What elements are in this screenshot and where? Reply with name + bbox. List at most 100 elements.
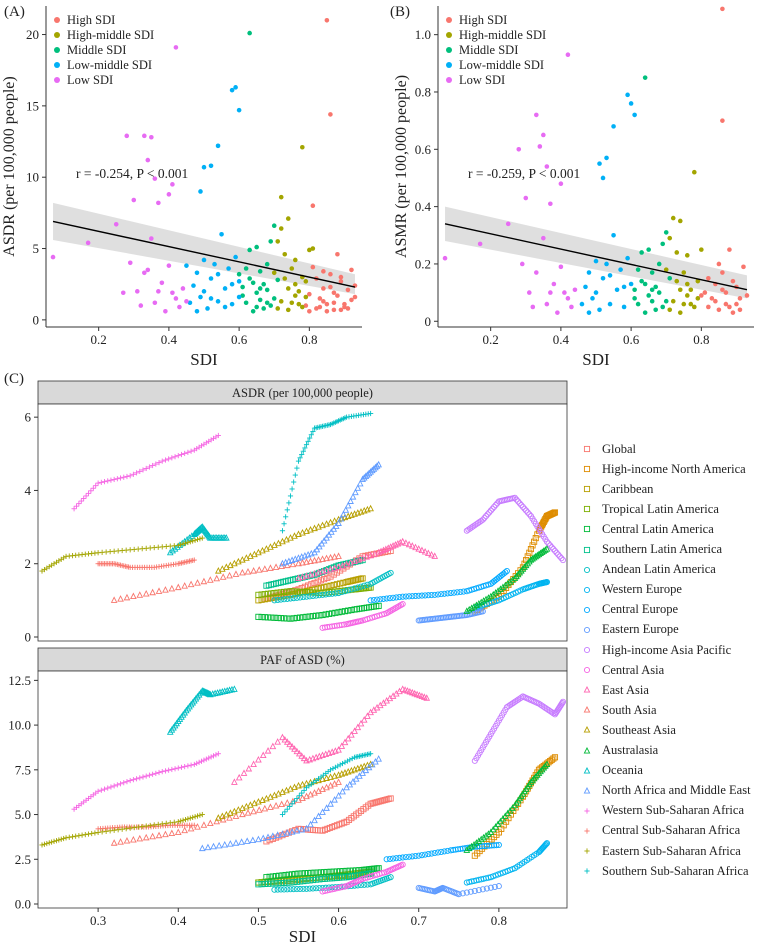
marker-south-asia [261,804,269,812]
point-high-sdi [345,306,351,311]
marker-east-asia [341,738,349,746]
marker-east-asia [359,554,366,562]
marker-north-africa-and-middle-east [354,484,362,491]
marker-east-asia [418,546,426,554]
point-low-sdi [523,195,529,201]
marker-central-latin-america [276,872,283,879]
point-middle-sdi [660,304,666,310]
marker-south-asia [267,564,274,571]
legend-label-low-middle-sdi: Low-middle SDI [459,58,544,72]
marker-southern-latin-america [303,877,310,884]
point-low-middle-sdi [604,155,609,161]
legend-marker-icon [584,808,590,814]
point-high-sdi [338,274,344,280]
legend-marker-icon [583,466,591,473]
point-low-middle-sdi [233,85,238,90]
point-high-middle-sdi [681,301,687,307]
marker-eastern-europe [463,889,470,896]
marker-south-asia [267,803,274,810]
y-tick-label: 0 [425,314,432,329]
marker-andean-latin-america [281,596,288,603]
point-high-sdi [723,290,729,295]
x-tick-label: 0.7 [411,913,428,928]
marker-north-africa-and-middle-east [311,816,318,824]
point-low-middle-sdi [597,307,602,313]
marker-andean-latin-america [300,885,307,892]
marker-global [308,581,315,588]
point-low-middle-sdi [201,257,207,263]
point-low-sdi [142,133,147,139]
marker-south-asia [130,835,137,843]
marker-south-asia [307,557,314,565]
legend-label-middle-sdi: Middle SDI [459,43,518,57]
marker-andean-latin-america [290,886,297,893]
point-low-middle-sdi [586,270,592,275]
point-middle-sdi [243,300,249,306]
marker-south-asia [123,837,131,844]
marker-central-europe [441,590,448,597]
point-high-sdi [338,279,344,284]
marker-australasia [522,561,530,569]
point-middle-sdi [649,287,655,293]
marker-east-asia [245,764,253,772]
marker-oceania [182,706,190,714]
marker-high-income-north-america [551,754,559,761]
point-high-middle-sdi [677,218,683,224]
marker-central-europe [377,596,384,603]
marker-high-income-north-america [551,509,559,516]
marker-global [317,577,324,584]
marker-central-europe [447,589,454,597]
marker-south-asia [136,834,144,842]
legend-marker-icon [583,786,591,794]
marker-south-asia [315,556,322,563]
point-low-middle-sdi [219,231,224,237]
marker-north-africa-and-middle-east [298,825,306,833]
marker-australasia [480,597,487,604]
marker-high-income-asia-pacific [559,557,567,564]
legend-item-andean-latin-america: Andean Latin America [580,561,716,579]
facet-panel [37,670,568,909]
point-low-sdi [156,289,161,294]
marker-central-latin-america [314,869,321,876]
point-low-sdi [149,236,154,241]
marker-east-asia [375,548,382,556]
point-high-sdi [706,304,711,310]
marker-andean-latin-america [293,594,300,601]
marker-central-europe [383,856,390,863]
marker-andean-latin-america [357,583,365,590]
point-low-middle-sdi [604,261,609,267]
marker-north-africa-and-middle-east [375,460,382,468]
marker-central-latin-america [375,602,382,609]
point-low-middle-sdi [600,275,606,281]
marker-oceania [166,548,174,556]
marker-oceania [186,702,193,710]
point-high-sdi [699,293,704,298]
marker-high-income-asia-pacific [487,507,494,514]
marker-high-income-asia-pacific [518,502,525,509]
marker-tropical-latin-america [290,588,297,595]
marker-east-asia [431,552,439,559]
marker-tropical-latin-america [271,589,278,597]
marker-south-asia [162,830,169,838]
legend-item-western-sub-saharan-africa: Western Sub-Saharan Africa [580,802,744,820]
point-high-sdi [720,118,725,123]
point-high-sdi [727,304,732,310]
marker-high-income-asia-pacific [550,546,557,553]
point-middle-sdi [275,277,281,283]
point-high-middle-sdi [285,286,291,291]
point-middle-sdi [257,297,263,303]
legend-label: South Asia [602,702,657,717]
point-high-sdi [737,296,743,301]
legend-label: Eastern Europe [602,622,679,637]
point-high-middle-sdi [670,215,676,221]
marker-central-europe [396,594,403,601]
marker-oceania [183,535,191,543]
marker-east-asia [295,574,302,581]
marker-east-asia [351,557,358,565]
point-middle-sdi [635,267,641,272]
point-high-sdi [702,290,708,295]
point-middle-sdi [632,296,637,301]
marker-south-asia [194,579,201,586]
point-high-sdi [720,270,725,275]
marker-central-europe [406,853,413,860]
